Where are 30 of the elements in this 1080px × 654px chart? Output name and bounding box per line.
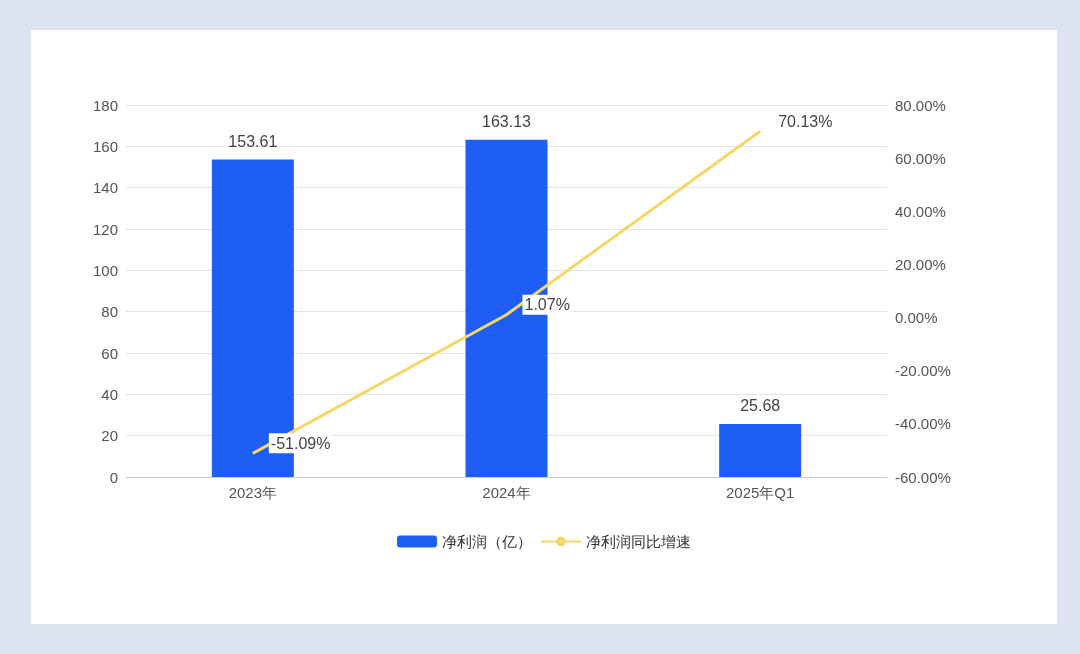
data-label: 1.07% [524, 296, 570, 314]
legend-label: 净利润同比增速 [586, 533, 691, 550]
y2-tick-label: 80.00% [895, 96, 946, 114]
y-tick-label: 40 [101, 385, 118, 403]
data-label: 25.68 [740, 397, 781, 415]
y2-tick-label: 20.00% [895, 255, 946, 273]
y-tick-label: 20 [101, 427, 118, 445]
y-tick-label: 140 [92, 179, 118, 197]
data-label: 70.13% [778, 112, 833, 130]
data-label: 153.61 [228, 133, 278, 151]
y-tick-label: 100 [92, 261, 118, 279]
y-tick-label: 0 [109, 468, 118, 486]
bar [719, 423, 802, 477]
y-tick-label: 120 [92, 220, 118, 238]
x-tick-label: 2025年Q1 [725, 484, 795, 501]
y2-tick-label: -60.00% [895, 468, 951, 486]
legend-label: 净利润（亿） [442, 533, 532, 550]
y2-tick-label: -40.00% [895, 415, 951, 433]
y2-tick-label: 60.00% [895, 149, 946, 167]
y-tick-label: 80 [101, 303, 118, 321]
data-label: 163.13 [482, 113, 532, 131]
y-tick-label: 160 [92, 137, 118, 155]
y-tick-label: 60 [101, 344, 118, 362]
y2-tick-label: 40.00% [895, 202, 946, 220]
data-label: -51.09% [270, 434, 331, 452]
x-tick-label: 2024年 [482, 484, 531, 501]
y2-tick-label: -20.00% [895, 362, 951, 380]
y-tick-label: 180 [92, 96, 118, 114]
x-tick-label: 2023年 [228, 484, 278, 501]
y2-tick-label: 0.00% [895, 309, 938, 327]
